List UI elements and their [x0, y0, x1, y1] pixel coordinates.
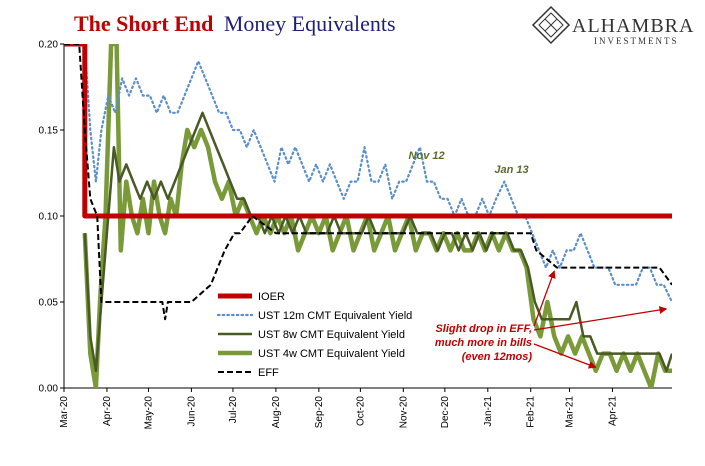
x-tick-label: Mar-21 — [565, 396, 576, 428]
x-tick-label: Aug-20 — [271, 396, 282, 429]
annotation-nov-12: Nov 12 — [409, 150, 445, 162]
x-tick-label: Jan-21 — [483, 396, 494, 427]
logo-subtitle: INVESTMENTS — [594, 36, 679, 46]
y-tick-label: 0.10 — [39, 212, 59, 223]
series-ust-4w-cmt-equivalent-yield-line — [82, 44, 672, 388]
x-tick-label: May-20 — [143, 396, 154, 430]
x-tick-label: Apr-20 — [102, 396, 113, 426]
legend-label: UST 12m CMT Equivalent Yield — [258, 310, 412, 322]
logo-name: ALHAMBRA — [572, 15, 694, 37]
legend-label: UST 8w CMT Equivalent Yield — [258, 329, 405, 341]
y-tick-label: 0.15 — [39, 126, 59, 137]
x-tick-label: Jun-20 — [186, 396, 197, 427]
alhambra-logo: ALHAMBRA INVESTMENTS — [531, 5, 694, 46]
x-tick-label: Apr-21 — [607, 396, 618, 426]
x-tick-label: Mar-20 — [59, 396, 70, 428]
x-tick-label: Dec-20 — [440, 396, 451, 429]
x-tick-label: Feb-21 — [526, 396, 537, 428]
chart-title: The Short End Money Equivalents — [74, 11, 396, 36]
y-tick-label: 0.00 — [39, 384, 59, 395]
x-tick-label: Nov-20 — [398, 396, 409, 429]
x-axis-ticks: Mar-20 Apr-20 May-20 Jun-20 Jul-20 Aug-20 Sep-… — [59, 388, 618, 429]
annotation-note-line: (even 12mos) — [462, 351, 533, 363]
y-tick-label: 0.20 — [39, 40, 59, 51]
annotation-note-line: much more in bills — [435, 337, 532, 349]
title-part-1: The Short End — [74, 11, 213, 36]
x-tick-label: Jul-20 — [228, 396, 239, 424]
title-part-2: Money Equivalents — [224, 11, 396, 36]
y-tick-label: 0.05 — [39, 298, 59, 309]
annotation-arrow-eff — [533, 270, 556, 327]
legend: IOER UST 12m CMT Equivalent Yield UST 8w C… — [216, 291, 412, 379]
annotations: Nov 12 Jan 13 Slight drop in EFF, much more… — [409, 150, 668, 369]
legend-label: EFF — [258, 367, 279, 379]
x-tick-label: Sep-20 — [314, 396, 325, 429]
annotation-arrow-12m — [533, 306, 668, 331]
x-tick-label: Oct-20 — [355, 396, 366, 426]
series-layer — [64, 44, 672, 388]
y-axis-ticks: 0.00 0.05 0.10 0.15 0.20 — [39, 40, 64, 395]
annotation-arrow-bills — [533, 343, 597, 369]
series-eff-line — [64, 44, 672, 321]
legend-label: UST 4w CMT Equivalent Yield — [258, 348, 405, 360]
series-ust-12m-cmt-equivalent-yield-line — [83, 44, 672, 304]
legend-label: IOER — [258, 291, 285, 303]
diamond-logo-icon — [531, 5, 571, 45]
annotation-note-line: Slight drop in EFF, — [435, 323, 532, 335]
annotation-jan-13: Jan 13 — [494, 164, 528, 176]
